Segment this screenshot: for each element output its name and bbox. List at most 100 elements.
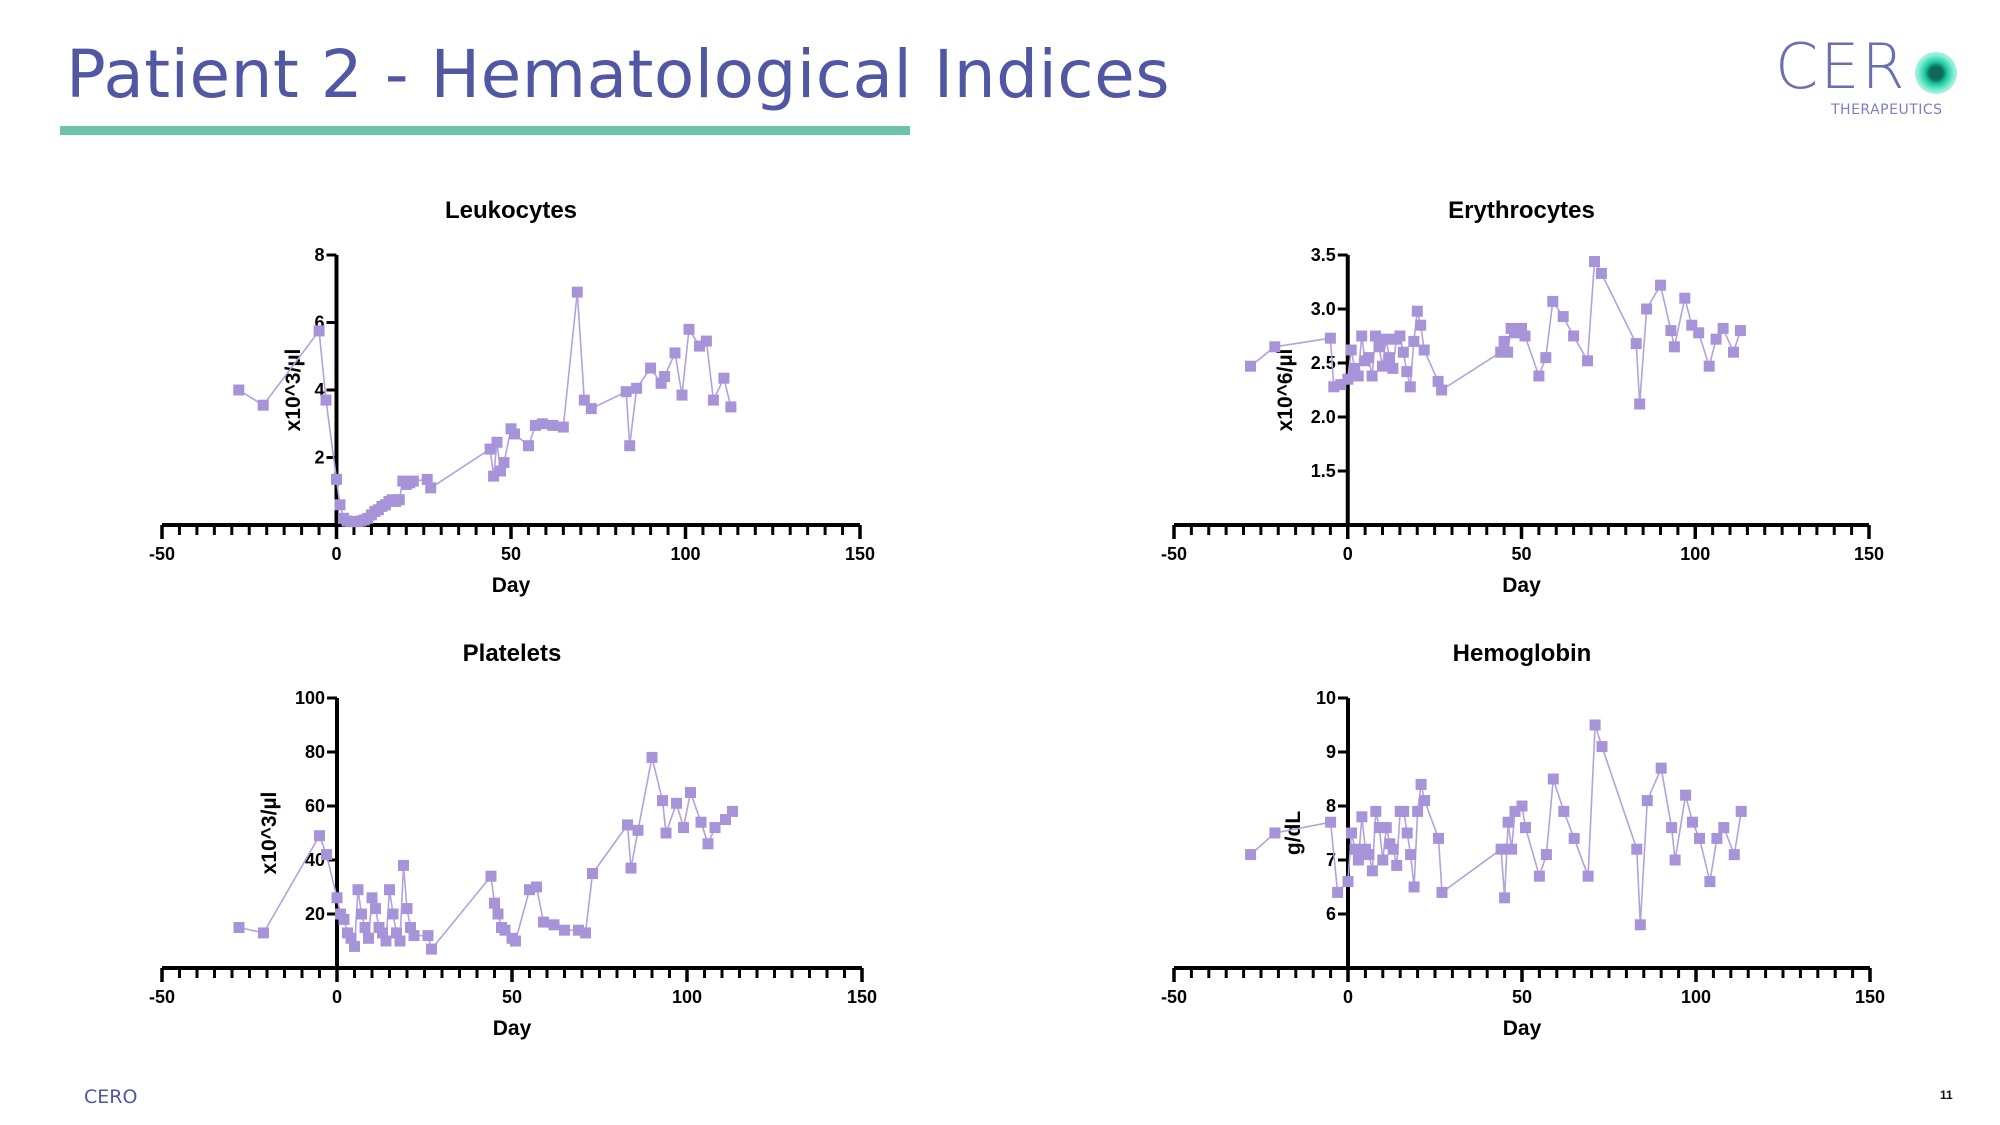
data-point <box>725 401 737 413</box>
data-point <box>1718 822 1730 834</box>
data-point <box>1433 832 1444 844</box>
x-tick-label: 100 <box>672 987 702 1007</box>
data-point <box>1384 352 1395 364</box>
y-tick-label: 80 <box>305 742 325 762</box>
data-point <box>1589 256 1600 267</box>
data-point <box>1373 341 1385 353</box>
y-tick-label: 2 <box>314 448 324 468</box>
logo-o-mark-icon <box>1915 52 1957 94</box>
data-point <box>1630 338 1642 350</box>
data-point <box>320 394 332 406</box>
data-point <box>1568 832 1580 844</box>
data-point <box>622 819 633 831</box>
x-tick-label: 100 <box>670 544 700 564</box>
data-point <box>1432 375 1444 387</box>
data-point <box>1269 341 1281 353</box>
data-point <box>700 335 712 347</box>
data-point <box>1436 384 1448 396</box>
data-point <box>1533 370 1545 382</box>
data-point <box>1666 822 1678 834</box>
x-tick-label: -50 <box>149 544 175 564</box>
data-point <box>1342 876 1354 888</box>
x-tick-label: -50 <box>1161 544 1187 564</box>
y-tick-label: 3.0 <box>1311 299 1336 319</box>
x-tick-label: 0 <box>1343 544 1353 564</box>
data-point <box>1516 322 1527 334</box>
data-point <box>1728 346 1739 358</box>
y-tick-label: 7 <box>1326 850 1336 870</box>
data-point <box>707 394 719 406</box>
y-tick-label: 4 <box>314 380 324 400</box>
data-point <box>1342 373 1354 385</box>
data-point <box>585 403 597 415</box>
data-point <box>321 849 332 861</box>
y-tick-label: 10 <box>1316 688 1336 708</box>
data-point <box>1411 305 1423 317</box>
x-tick-label: 0 <box>331 544 341 564</box>
data-point <box>1325 816 1337 828</box>
data-point <box>484 443 496 455</box>
data-point <box>338 913 350 925</box>
data-point <box>499 924 511 936</box>
data-point <box>485 870 497 882</box>
x-axis-label: Day <box>1502 574 1541 597</box>
data-point <box>331 892 343 904</box>
data-point <box>1495 843 1507 855</box>
data-point <box>331 473 342 485</box>
data-point <box>1687 816 1698 828</box>
data-point <box>1680 789 1692 801</box>
data-point <box>669 347 681 359</box>
data-point <box>1499 892 1511 904</box>
data-point <box>1328 381 1340 393</box>
footer-brand: CERO <box>84 1086 138 1108</box>
x-tick-label: 150 <box>1854 544 1884 564</box>
data-point <box>356 908 367 920</box>
data-point <box>1728 849 1740 861</box>
data-point <box>1595 267 1607 279</box>
data-point <box>352 884 364 896</box>
data-point <box>258 927 269 939</box>
data-point <box>524 884 535 896</box>
data-point <box>1540 352 1552 364</box>
data-point <box>1634 919 1646 931</box>
title-underline <box>60 126 910 135</box>
y-tick-label: 8 <box>314 245 324 265</box>
data-point <box>646 751 658 763</box>
x-tick-label: 50 <box>1512 987 1532 1007</box>
data-point <box>1380 822 1392 834</box>
x-axis-label: Day <box>493 1017 532 1040</box>
y-tick-label: 20 <box>305 904 325 924</box>
data-point <box>632 824 644 836</box>
data-point <box>548 919 560 931</box>
data-point <box>702 838 714 850</box>
data-point <box>1324 332 1336 344</box>
chart-title: Platelets <box>463 640 562 667</box>
x-axis-label: Day <box>492 574 531 597</box>
data-point <box>529 419 541 431</box>
data-point <box>233 922 245 933</box>
data-point <box>683 323 695 335</box>
data-point <box>1408 881 1420 893</box>
data-point <box>1346 827 1357 839</box>
x-tick-label: 50 <box>1511 544 1531 564</box>
data-point <box>1356 811 1368 823</box>
x-tick-label: 50 <box>501 544 521 564</box>
logo-wordmark: CER <box>1775 30 1907 103</box>
data-point <box>1735 805 1747 817</box>
data-point <box>359 922 371 933</box>
data-point <box>1631 843 1643 855</box>
y-tick-label: 40 <box>305 850 325 870</box>
page-number: 11 <box>1940 1088 1953 1102</box>
data-point <box>334 499 346 511</box>
data-point <box>1668 341 1680 353</box>
slide-title: Patient 2 - Hematological Indices <box>66 36 1171 113</box>
data-point <box>538 916 549 928</box>
data-point <box>495 465 506 477</box>
data-point <box>1377 360 1388 372</box>
data-point <box>571 286 583 298</box>
x-tick-label: 150 <box>847 987 877 1007</box>
logo-tagline: THERAPEUTICS <box>1831 102 1943 118</box>
data-point <box>1335 379 1347 391</box>
